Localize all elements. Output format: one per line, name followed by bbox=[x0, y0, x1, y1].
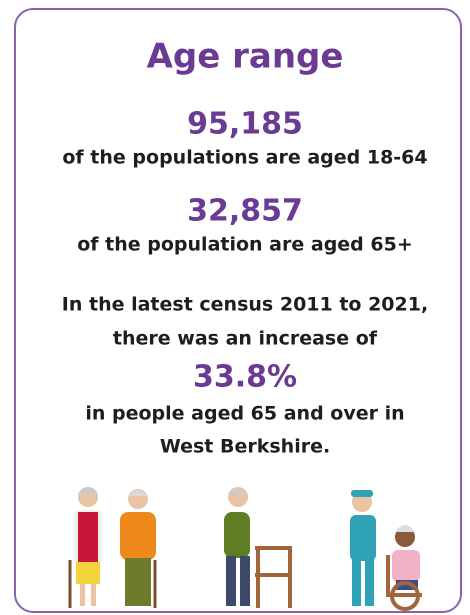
census-text: In the latest census 2011 to 2021, bbox=[62, 294, 428, 316]
census-text: there was an increase of bbox=[113, 328, 378, 350]
infographic-card: Age range 95,185 of the populations are … bbox=[0, 0, 470, 615]
stat-text: of the population are aged 65+ bbox=[77, 234, 413, 256]
stat-value: 32,857 bbox=[187, 194, 303, 229]
stat-text: of the populations are aged 18-64 bbox=[62, 147, 427, 169]
stat-value: 95,185 bbox=[187, 107, 303, 142]
title: Age range bbox=[147, 37, 344, 77]
census-value: 33.8% bbox=[193, 360, 297, 395]
census-text: in people aged 65 and over in bbox=[85, 403, 404, 425]
census-text: West Berkshire. bbox=[160, 436, 330, 458]
page: {"header": {"title": "Age range"}, "stat… bbox=[0, 0, 470, 615]
